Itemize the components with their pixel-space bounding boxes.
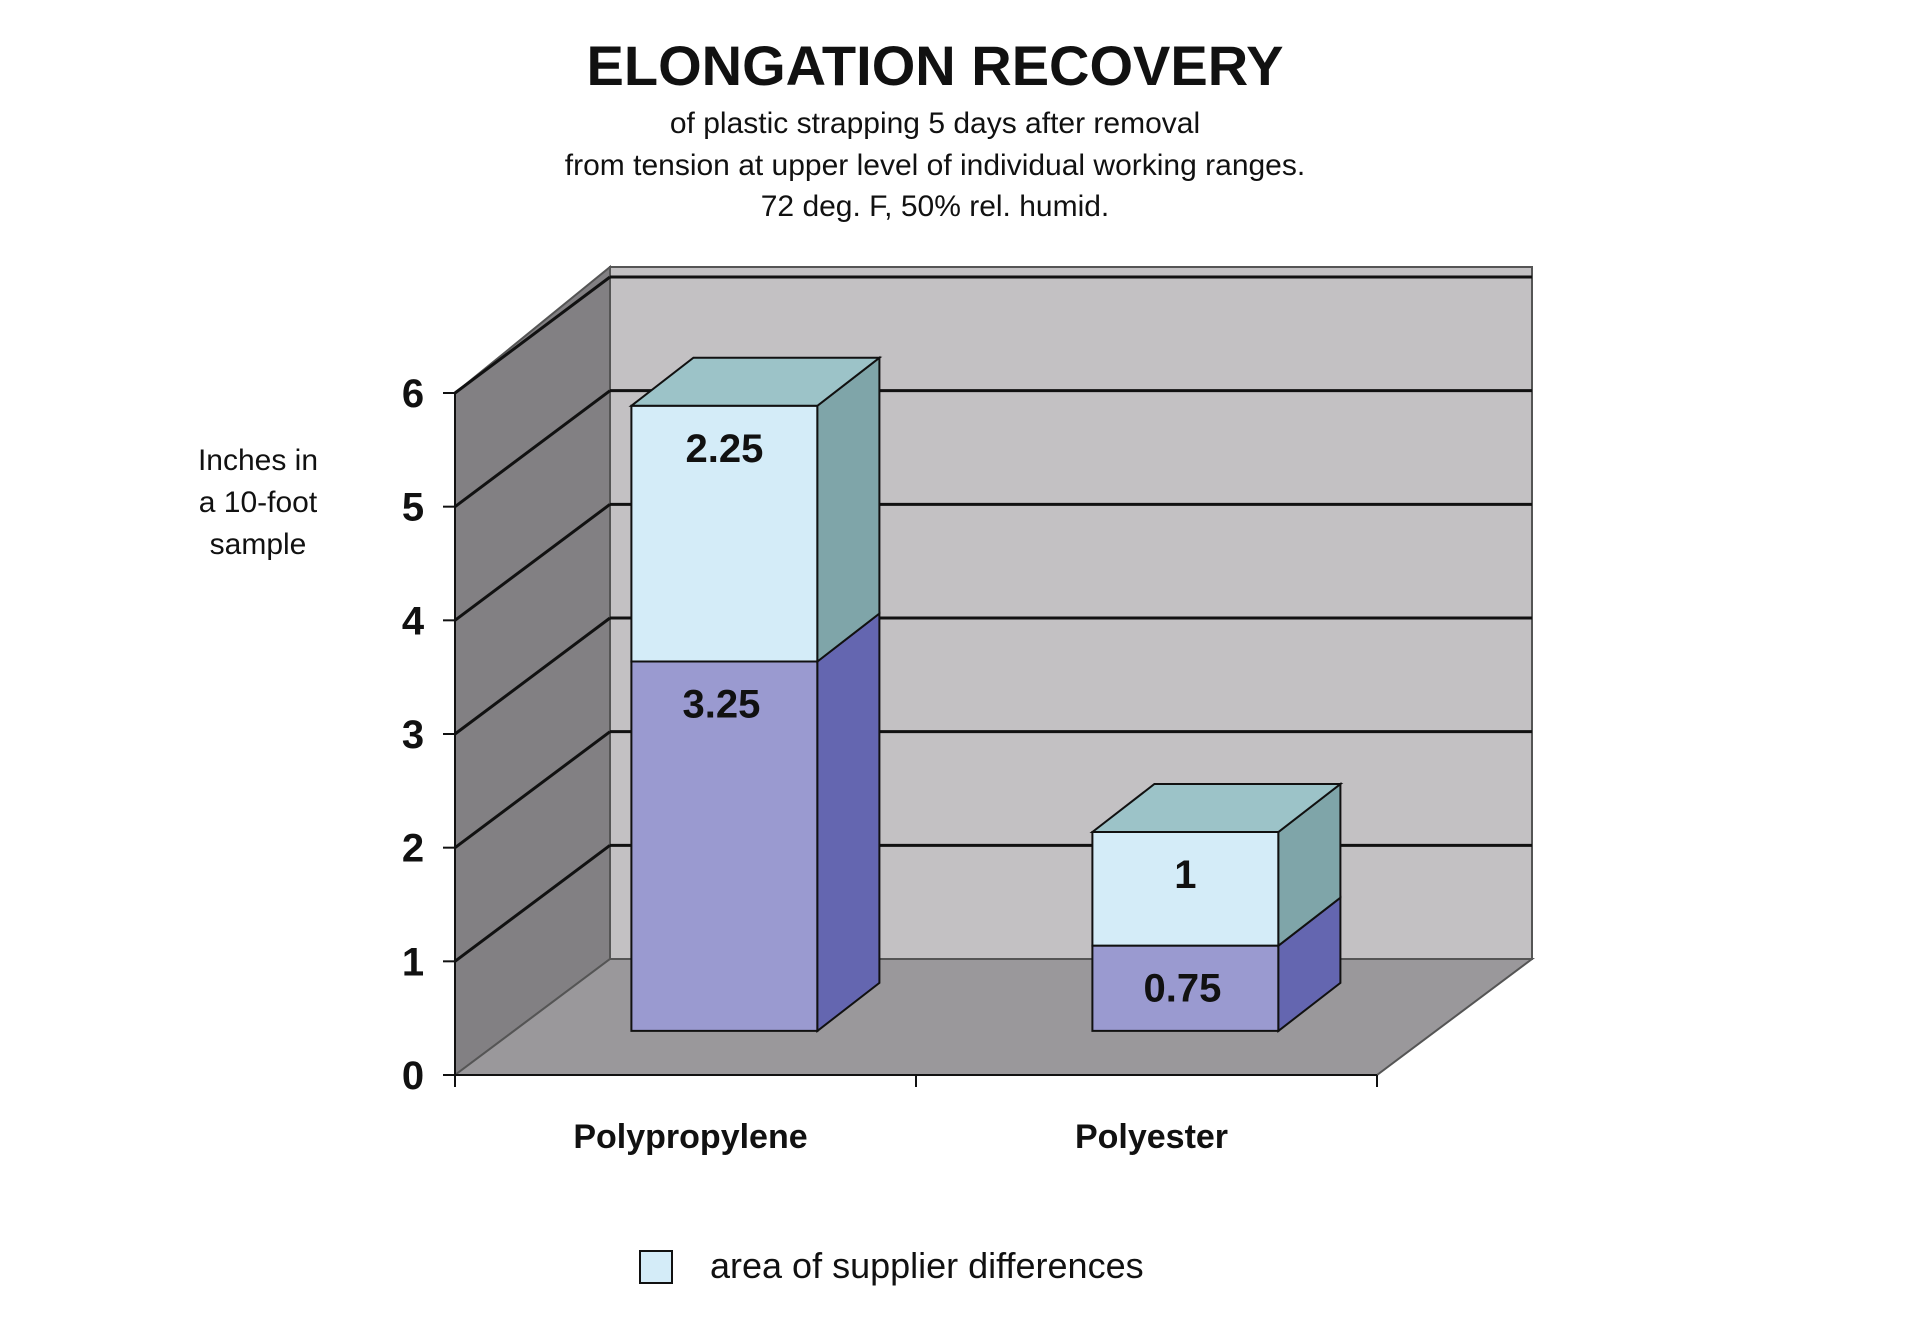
- y-tick-label-0: 0: [402, 1054, 424, 1098]
- y-tick-label-2: 2: [402, 827, 424, 871]
- gridline-side-5: [454, 389, 611, 508]
- bar-side-polypropylene-1: [816, 355, 881, 664]
- chart-subtitle-line-2: from tension at upper level of individua…: [565, 149, 1305, 182]
- bar-top-polyester: [1089, 783, 1344, 834]
- data-labels: 3.25 2.25 0.75 1: [682, 427, 1221, 1011]
- gridline-side-4: [454, 503, 611, 622]
- legend-label: area of supplier differences: [710, 1245, 1144, 1286]
- x-category-label-polyester: Polyester: [1075, 1118, 1228, 1156]
- y-tick-label-5: 5: [402, 486, 424, 530]
- chart-subtitle-line-1: of plastic strapping 5 days after remova…: [670, 107, 1200, 140]
- left-wall: [454, 264, 611, 1077]
- gridline-side-2: [454, 730, 611, 849]
- legend-swatch: [639, 1250, 673, 1284]
- bars: [628, 355, 1344, 1033]
- y-tick-label-4: 4: [402, 599, 425, 643]
- y-tick-label-6: 6: [402, 372, 424, 416]
- axes: 0 1 2 3 4 5 6 Polypropylene Polyester: [402, 372, 1378, 1156]
- plot-walls: [451, 264, 1536, 1077]
- chart-title: ELONGATION RECOVERY: [587, 34, 1284, 97]
- gridline-side-6: [454, 275, 611, 395]
- y-axis-label-line-3: sample: [210, 528, 307, 561]
- x-category-label-polypropylene: Polypropylene: [573, 1118, 807, 1156]
- y-tick-label-3: 3: [402, 713, 424, 757]
- gridline-side-1: [454, 844, 611, 963]
- chart-subtitle-line-3: 72 deg. F, 50% rel. humid.: [761, 190, 1110, 223]
- data-label-polyester-1: 1: [1174, 853, 1196, 897]
- y-axis-label-line-1: Inches in: [198, 444, 318, 477]
- data-label-polyester-0: 0.75: [1143, 967, 1221, 1011]
- floor: [451, 958, 1536, 1076]
- y-tick-label-1: 1: [402, 940, 424, 984]
- data-label-polypropylene-1: 2.25: [685, 427, 763, 471]
- y-axis-label-line-2: a 10-foot: [199, 486, 318, 519]
- bar-side-polypropylene-0: [816, 611, 881, 1033]
- bar-top-polypropylene: [628, 356, 883, 407]
- data-label-polypropylene-0: 3.25: [682, 683, 760, 727]
- gridline-side-3: [454, 616, 611, 736]
